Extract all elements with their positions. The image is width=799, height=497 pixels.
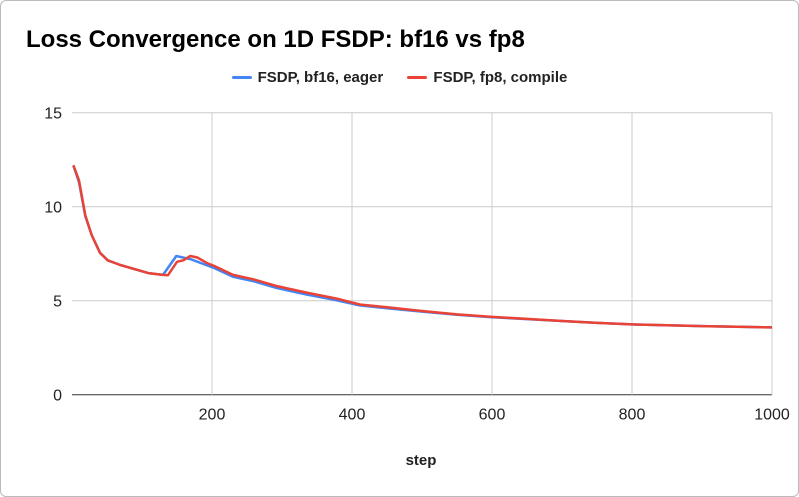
y-tick-label: 0: [53, 388, 62, 405]
y-tick-label: 10: [44, 200, 62, 217]
legend-item-bf16: FSDP, bf16, eager: [231, 69, 384, 86]
series-line-1: [72, 164, 773, 329]
series-line-0: [72, 164, 773, 329]
legend: FSDP, bf16, eager FSDP, fp8, compile: [0, 66, 799, 86]
x-tick-label: 600: [479, 407, 506, 424]
y-tick-label: 5: [53, 294, 62, 311]
x-tick-label: 400: [339, 407, 366, 424]
x-tick-label: 1000: [754, 407, 790, 424]
legend-swatch-fp8: [407, 76, 428, 79]
y-tick-label: 15: [44, 106, 62, 123]
legend-label-bf16: FSDP, bf16, eager: [257, 69, 384, 86]
x-axis-label: step: [406, 452, 437, 469]
x-tick-label: 200: [199, 407, 226, 424]
legend-label-fp8: FSDP, fp8, compile: [433, 69, 568, 86]
chart-title: Loss Convergence on 1D FSDP: bf16 vs fp8: [26, 26, 525, 53]
legend-swatch-bf16: [231, 76, 252, 79]
x-tick-label: 800: [619, 407, 646, 424]
legend-item-fp8: FSDP, fp8, compile: [407, 69, 567, 86]
